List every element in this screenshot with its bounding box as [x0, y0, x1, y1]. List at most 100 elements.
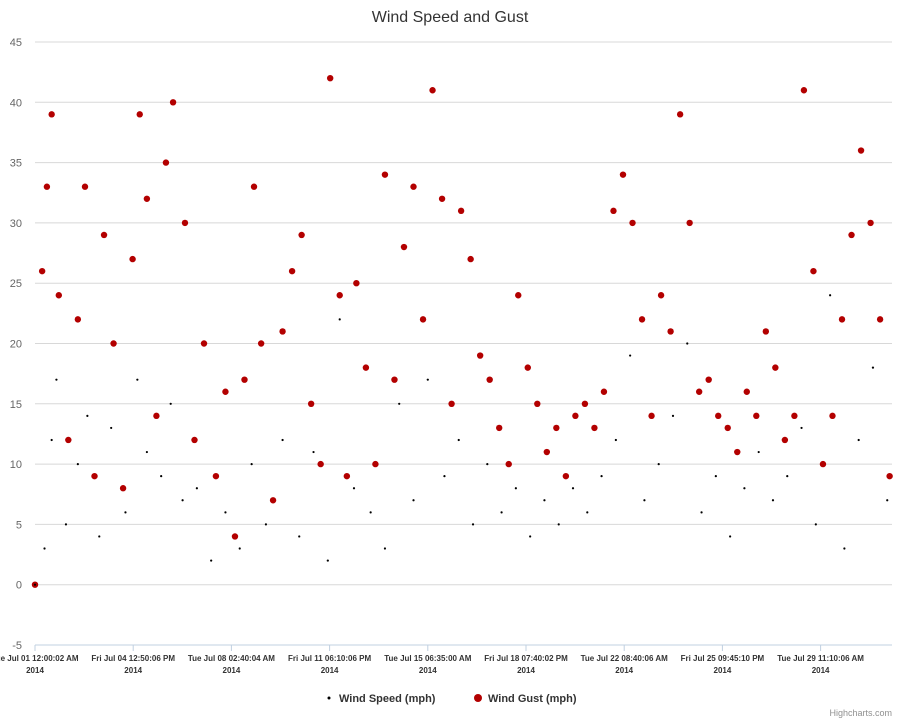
gust-point — [74, 316, 82, 323]
x-tick-label: Tue Jul 29 11:10:06 AM — [777, 654, 864, 663]
gust-point — [231, 533, 239, 540]
gust-point — [298, 231, 305, 239]
speed-point — [657, 463, 660, 466]
x-tick-label: Tue Jul 15 06:35:00 AM — [384, 654, 471, 663]
speed-point — [529, 535, 532, 538]
gust-point — [457, 207, 465, 215]
gust-point — [336, 292, 343, 299]
speed-point — [457, 438, 460, 442]
speed-point — [264, 523, 268, 526]
gust-point — [181, 219, 189, 227]
gust-point — [153, 412, 160, 420]
speed-point — [814, 523, 817, 526]
speed-point — [843, 547, 846, 550]
y-axis: -5 0 5 10 15 20 25 30 35 40 45 — [10, 37, 22, 652]
y-tick-label: 0 — [16, 580, 22, 592]
gust-point — [753, 412, 760, 420]
speed-point — [298, 535, 301, 538]
x-tick-label: Tue Jul 22 08:40:06 AM — [581, 654, 668, 663]
speed-point — [312, 450, 315, 454]
wind-gust-series — [31, 74, 893, 588]
gust-point — [657, 292, 665, 299]
x-tick-label: Fri Jul 04 12:50:06 PM — [91, 654, 175, 663]
gust-point — [857, 147, 865, 154]
y-tick-label: 15 — [10, 399, 22, 411]
gust-point — [496, 424, 503, 432]
gust-point — [695, 388, 703, 395]
x-tick-label: Tue Jul 08 02:40:04 AM — [188, 654, 275, 663]
y-tick-label: 20 — [10, 339, 22, 351]
gust-point — [505, 460, 512, 468]
speed-point — [629, 354, 632, 357]
gust-point — [553, 424, 560, 432]
speed-point — [145, 450, 148, 454]
gust-point — [800, 87, 808, 94]
gust-point — [467, 255, 474, 263]
speed-point — [352, 487, 356, 490]
speed-point — [671, 414, 675, 417]
speed-point — [326, 559, 329, 562]
gust-point — [279, 328, 286, 335]
gust-point — [867, 219, 874, 227]
gust-point — [65, 436, 72, 444]
y-tick-label: 30 — [10, 218, 22, 230]
legend-item-wind-speed: Wind Speed (mph) — [327, 693, 436, 705]
speed-point — [33, 583, 37, 586]
y-tick-label: 5 — [16, 519, 22, 531]
x-axis: Tue Jul 01 12:00:02 AM 2014 Fri Jul 04 12:… — [0, 644, 892, 675]
credits-link[interactable]: Highcharts.com — [829, 708, 892, 718]
speed-point — [714, 475, 717, 478]
speed-point — [76, 463, 79, 466]
gust-point — [410, 183, 417, 190]
gust-point — [791, 412, 798, 420]
gust-point — [48, 111, 55, 118]
x-tick-label: 2014 — [223, 666, 241, 675]
speed-point — [238, 547, 241, 550]
gust-point — [743, 388, 750, 395]
speed-point — [383, 547, 387, 550]
x-tick-label: 2014 — [714, 666, 732, 675]
speed-point — [700, 511, 703, 514]
gust-point — [343, 472, 351, 480]
gust-point — [515, 292, 522, 299]
speed-point — [686, 342, 689, 345]
speed-point — [86, 414, 89, 417]
speed-point — [169, 402, 172, 405]
gust-point — [581, 400, 589, 407]
speed-point — [110, 426, 113, 430]
speed-point — [136, 378, 139, 381]
x-tick-label: 2014 — [124, 666, 142, 675]
gust-point — [100, 231, 108, 239]
gust-point — [476, 352, 484, 359]
x-tick-label: 2014 — [615, 666, 633, 675]
y-tick-label: 40 — [10, 97, 22, 109]
gust-point — [250, 183, 258, 190]
gust-point — [734, 448, 741, 456]
gust-point — [629, 219, 636, 227]
gust-point — [686, 219, 693, 227]
gust-point — [448, 400, 455, 407]
speed-point — [50, 438, 53, 442]
gust-point — [55, 292, 63, 299]
speed-point — [857, 438, 860, 442]
gust-point — [705, 376, 712, 383]
gust-point — [129, 255, 136, 263]
gust-point — [724, 424, 731, 432]
gust-point — [222, 388, 229, 395]
legend-label-wind-gust: Wind Gust (mph) — [488, 693, 577, 705]
speed-point — [786, 475, 789, 478]
speed-point — [586, 511, 589, 514]
gust-point — [91, 472, 98, 480]
gust-point — [269, 497, 277, 504]
legend-marker-wind-speed — [327, 696, 331, 700]
x-tick-label: 2014 — [26, 666, 44, 675]
speed-point — [338, 318, 341, 321]
speed-point — [195, 487, 198, 490]
speed-point — [886, 499, 889, 502]
speed-point — [643, 499, 646, 502]
gust-point — [38, 267, 46, 275]
gust-point — [886, 472, 893, 480]
legend-item-wind-gust: Wind Gust (mph) — [474, 693, 577, 705]
gust-point — [667, 328, 674, 335]
x-tick-label: 2014 — [321, 666, 339, 675]
